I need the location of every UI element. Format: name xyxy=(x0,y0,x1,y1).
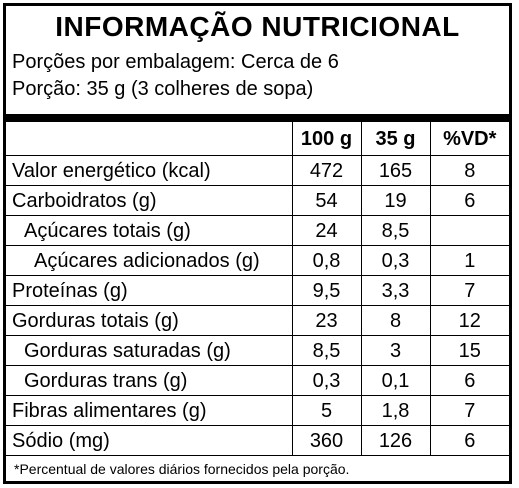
servings-per-package: Porções por embalagem: Cerca de 6 xyxy=(12,51,339,73)
serving-size: Porção: 35 g (3 colheres de sopa) xyxy=(12,78,314,100)
value-vd: 15 xyxy=(429,335,509,366)
header-nutrient xyxy=(6,122,293,156)
nutrient-name: Gorduras totais (g) xyxy=(6,305,293,336)
nutrient-name: Fibras alimentares (g) xyxy=(6,395,293,426)
table-row: Gorduras trans (g) 0,3 0,1 6 xyxy=(6,365,509,396)
table-row: Proteínas (g) 9,5 3,3 7 xyxy=(6,275,509,306)
value-vd xyxy=(429,215,509,246)
value-100g: 54 xyxy=(291,185,362,216)
table-row: Sódio (mg) 360 126 6 xyxy=(6,425,509,456)
value-100g: 0,8 xyxy=(291,245,362,276)
value-vd: 1 xyxy=(429,245,509,276)
table-header-row: 100 g 35 g %VD* xyxy=(6,122,509,156)
nutrient-name: Proteínas (g) xyxy=(6,275,293,306)
value-100g: 360 xyxy=(291,425,362,456)
header-35g: 35 g xyxy=(360,122,431,156)
nutrient-name: Gorduras trans (g) xyxy=(6,365,293,396)
footnote: *Percentual de valores diários fornecido… xyxy=(14,461,350,477)
table-row: Carboidratos (g) 54 19 6 xyxy=(6,185,509,216)
value-100g: 9,5 xyxy=(291,275,362,306)
value-35g: 3 xyxy=(360,335,431,366)
nutrition-table-wrapper: 100 g 35 g %VD* Valor energético (kcal) … xyxy=(6,122,509,456)
table-row: Fibras alimentares (g) 5 1,8 7 xyxy=(6,395,509,426)
nutrition-table: 100 g 35 g %VD* Valor energético (kcal) … xyxy=(6,122,509,456)
value-100g: 472 xyxy=(291,155,362,186)
value-vd: 6 xyxy=(429,365,509,396)
value-vd: 7 xyxy=(429,275,509,306)
nutrition-facts-label: INFORMAÇÃO NUTRICIONAL Porções por embal… xyxy=(3,3,512,484)
value-35g: 8,5 xyxy=(360,215,431,246)
value-100g: 24 xyxy=(291,215,362,246)
nutrient-name: Açúcares adicionados (g) xyxy=(6,245,293,276)
value-35g: 1,8 xyxy=(360,395,431,426)
nutrient-name: Valor energético (kcal) xyxy=(6,155,293,186)
table-row: Gorduras totais (g) 23 8 12 xyxy=(6,305,509,336)
value-35g: 3,3 xyxy=(360,275,431,306)
nutrient-name: Carboidratos (g) xyxy=(6,185,293,216)
value-35g: 126 xyxy=(360,425,431,456)
nutrient-name: Açúcares totais (g) xyxy=(6,215,293,246)
value-100g: 23 xyxy=(291,305,362,336)
value-vd: 6 xyxy=(429,425,509,456)
table-row: Valor energético (kcal) 472 165 8 xyxy=(6,155,509,186)
table-row: Açúcares adicionados (g) 0,8 0,3 1 xyxy=(6,245,509,276)
table-row: Gorduras saturadas (g) 8,5 3 15 xyxy=(6,335,509,366)
table-row: Açúcares totais (g) 24 8,5 xyxy=(6,215,509,246)
value-vd: 8 xyxy=(429,155,509,186)
thick-divider xyxy=(6,114,509,122)
nutrient-name: Sódio (mg) xyxy=(6,425,293,456)
value-100g: 0,3 xyxy=(291,365,362,396)
nutrient-name: Gorduras saturadas (g) xyxy=(6,335,293,366)
header-100g: 100 g xyxy=(291,122,362,156)
value-35g: 0,1 xyxy=(360,365,431,396)
value-vd: 6 xyxy=(429,185,509,216)
header-vd: %VD* xyxy=(429,122,509,156)
value-35g: 8 xyxy=(360,305,431,336)
value-35g: 19 xyxy=(360,185,431,216)
value-35g: 165 xyxy=(360,155,431,186)
value-100g: 8,5 xyxy=(291,335,362,366)
value-100g: 5 xyxy=(291,395,362,426)
label-title: INFORMAÇÃO NUTRICIONAL xyxy=(55,11,460,42)
value-vd: 12 xyxy=(429,305,509,336)
value-35g: 0,3 xyxy=(360,245,431,276)
value-vd: 7 xyxy=(429,395,509,426)
